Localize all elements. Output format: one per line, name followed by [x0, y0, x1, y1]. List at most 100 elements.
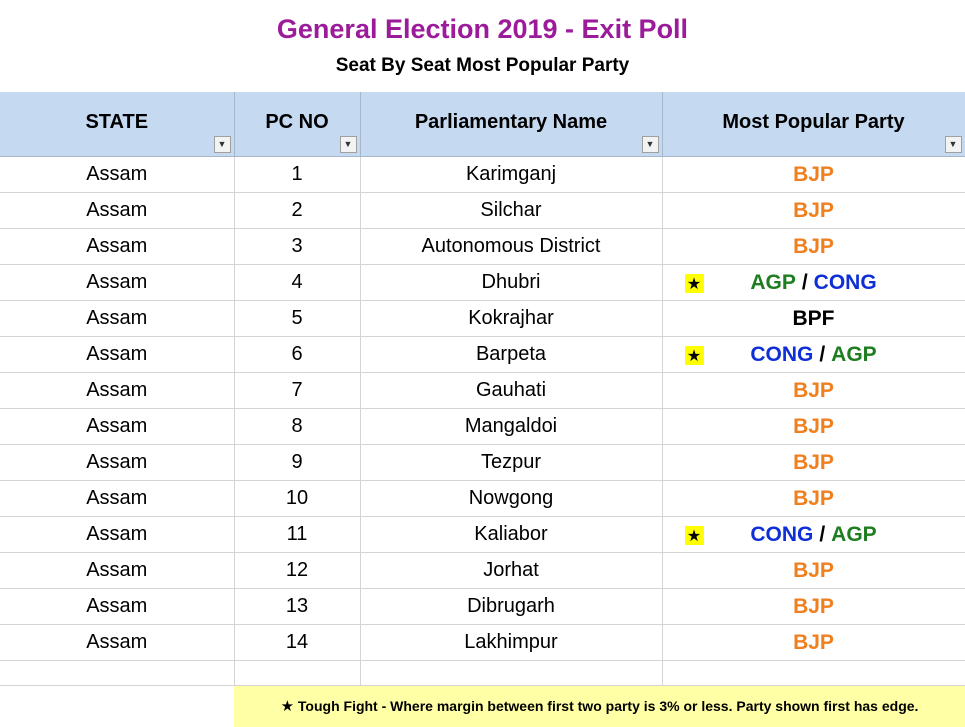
title-block: General Election 2019 - Exit Poll Seat B…: [0, 0, 965, 93]
table-row: Assam 10 Nowgong BJP: [0, 480, 965, 517]
page-title: General Election 2019 - Exit Poll: [276, 14, 689, 44]
party-cell[interactable]: ★ CONG / AGP: [662, 336, 965, 373]
state-cell[interactable]: Assam: [0, 156, 235, 193]
state-cell[interactable]: Assam: [0, 444, 235, 481]
table-row: Assam 1 Karimganj BJP: [0, 156, 965, 193]
party-primary: BJP: [793, 162, 834, 186]
party-cell[interactable]: BJP: [662, 228, 965, 265]
pc-no-cell[interactable]: 5: [234, 300, 361, 337]
parliamentary-name-cell[interactable]: Barpeta: [360, 336, 663, 373]
empty-cell[interactable]: [234, 660, 361, 686]
party-primary: BJP: [793, 558, 834, 582]
party-primary: BJP: [793, 486, 834, 510]
party-primary: BJP: [793, 198, 834, 222]
pc-no-cell[interactable]: 11: [234, 516, 361, 553]
table-row: Assam 13 Dibrugarh BJP: [0, 588, 965, 625]
dropdown-arrow-icon[interactable]: ▼: [944, 136, 962, 153]
parliamentary-name-cell[interactable]: Nowgong: [360, 480, 663, 517]
pc-no-cell[interactable]: 7: [234, 372, 361, 409]
table-row: Assam 2 Silchar BJP: [0, 192, 965, 229]
empty-row: [0, 660, 965, 686]
parliamentary-name-cell[interactable]: Jorhat: [360, 552, 663, 589]
party-cell[interactable]: BJP: [662, 624, 965, 661]
parliamentary-name-cell[interactable]: Karimganj: [360, 156, 663, 193]
parliamentary-name-cell[interactable]: Silchar: [360, 192, 663, 229]
state-cell[interactable]: Assam: [0, 336, 235, 373]
state-cell[interactable]: Assam: [0, 192, 235, 229]
results-table: STATE ▼ PC NO ▼ Parliamentary Name ▼ Mos…: [0, 92, 965, 686]
dropdown-arrow-icon[interactable]: ▼: [641, 136, 659, 153]
parliamentary-name-cell[interactable]: Mangaldoi: [360, 408, 663, 445]
state-cell[interactable]: Assam: [0, 300, 235, 337]
party-cell[interactable]: BPF: [662, 300, 965, 337]
parliamentary-name-cell[interactable]: Kokrajhar: [360, 300, 663, 337]
table-row: Assam 5 Kokrajhar BPF: [0, 300, 965, 337]
empty-cell[interactable]: [360, 660, 663, 686]
table-row: Assam 3 Autonomous District BJP: [0, 228, 965, 265]
party-primary: BJP: [793, 594, 834, 618]
empty-cell[interactable]: [662, 660, 965, 686]
star-icon: ★: [684, 526, 704, 545]
party-primary: AGP: [750, 270, 796, 294]
party-cell[interactable]: BJP: [662, 588, 965, 625]
party-cell[interactable]: BJP: [662, 156, 965, 193]
table-row: Assam 11 Kaliabor ★ CONG / AGP: [0, 516, 965, 553]
table-row: Assam 7 Gauhati BJP: [0, 372, 965, 409]
pc-no-cell[interactable]: 13: [234, 588, 361, 625]
party-separator: /: [819, 342, 826, 366]
party-cell[interactable]: ★ CONG / AGP: [662, 516, 965, 553]
pc-no-cell[interactable]: 12: [234, 552, 361, 589]
state-cell[interactable]: Assam: [0, 372, 235, 409]
party-cell[interactable]: BJP: [662, 552, 965, 589]
parliamentary-name-cell[interactable]: Autonomous District: [360, 228, 663, 265]
state-cell[interactable]: Assam: [0, 408, 235, 445]
parliamentary-name-cell[interactable]: Tezpur: [360, 444, 663, 481]
state-cell[interactable]: Assam: [0, 264, 235, 301]
party-cell[interactable]: ★ AGP / CONG: [662, 264, 965, 301]
party-primary: CONG: [750, 522, 814, 546]
parliamentary-name-cell[interactable]: Dibrugarh: [360, 588, 663, 625]
pc-no-cell[interactable]: 2: [234, 192, 361, 229]
pc-no-cell[interactable]: 10: [234, 480, 361, 517]
parliamentary-name-cell[interactable]: Lakhimpur: [360, 624, 663, 661]
table-row: Assam 14 Lakhimpur BJP: [0, 624, 965, 661]
pc-no-cell[interactable]: 1: [234, 156, 361, 193]
table-row: Assam 4 Dhubri ★ AGP / CONG: [0, 264, 965, 301]
column-header-state: STATE ▼: [0, 92, 235, 157]
pc-no-cell[interactable]: 4: [234, 264, 361, 301]
party-primary: BJP: [793, 630, 834, 654]
party-primary: BJP: [793, 378, 834, 402]
state-cell[interactable]: Assam: [0, 588, 235, 625]
party-cell[interactable]: BJP: [662, 372, 965, 409]
party-cell[interactable]: BJP: [662, 444, 965, 481]
parliamentary-name-cell[interactable]: Dhubri: [360, 264, 663, 301]
parliamentary-name-cell[interactable]: Gauhati: [360, 372, 663, 409]
pc-no-cell[interactable]: 3: [234, 228, 361, 265]
pc-no-cell[interactable]: 8: [234, 408, 361, 445]
table-row: Assam 8 Mangaldoi BJP: [0, 408, 965, 445]
party-primary: CONG: [750, 342, 814, 366]
dropdown-arrow-icon[interactable]: ▼: [339, 136, 357, 153]
state-cell[interactable]: Assam: [0, 516, 235, 553]
tough-fight-legend: ★ Tough Fight - Where margin between fir…: [234, 685, 965, 727]
state-cell[interactable]: Assam: [0, 228, 235, 265]
filter-active-icon[interactable]: ▼: [213, 136, 231, 153]
party-cell[interactable]: BJP: [662, 192, 965, 229]
state-cell[interactable]: Assam: [0, 624, 235, 661]
pc-no-cell[interactable]: 14: [234, 624, 361, 661]
party-cell[interactable]: BJP: [662, 408, 965, 445]
column-header-most-popular-party: Most Popular Party ▼: [662, 92, 965, 157]
party-primary: BJP: [793, 414, 834, 438]
parliamentary-name-cell[interactable]: Kaliabor: [360, 516, 663, 553]
party-cell[interactable]: BJP: [662, 480, 965, 517]
empty-cell[interactable]: [0, 660, 235, 686]
party-primary: BJP: [793, 450, 834, 474]
pc-no-cell[interactable]: 6: [234, 336, 361, 373]
state-cell[interactable]: Assam: [0, 480, 235, 517]
party-secondary: AGP: [831, 342, 877, 366]
legend-text: Tough Fight - Where margin between first…: [297, 698, 919, 714]
state-cell[interactable]: Assam: [0, 552, 235, 589]
pc-no-cell[interactable]: 9: [234, 444, 361, 481]
party-primary: BJP: [793, 234, 834, 258]
